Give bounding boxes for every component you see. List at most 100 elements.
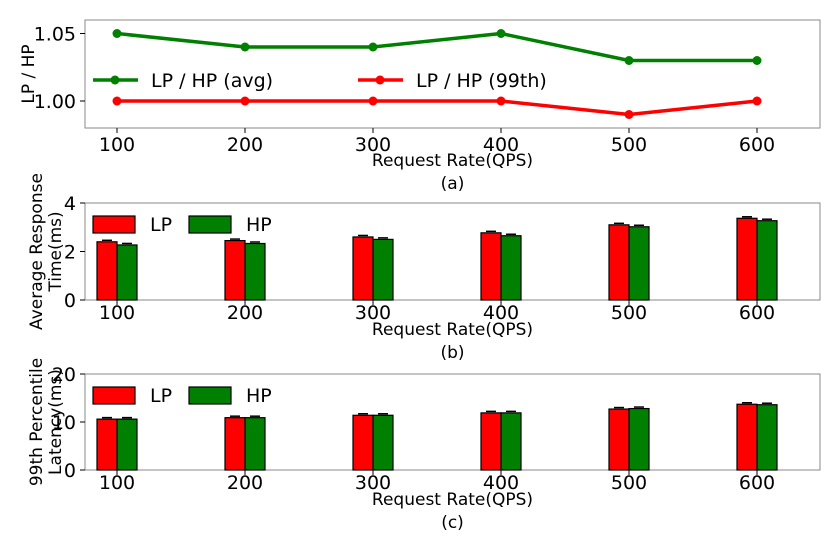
x-tick-label: 300 [355, 472, 391, 494]
data-point [112, 96, 122, 106]
y-axis-label: 99th PercentileLatency(ms) [27, 358, 66, 486]
x-tick-label: 400 [483, 302, 519, 324]
x-tick-label: 500 [611, 472, 647, 494]
legend-swatch-marker [110, 75, 120, 85]
legend-entry: HP [188, 214, 272, 236]
bar [352, 236, 374, 301]
data-point [112, 29, 122, 38]
y-axis-label-line: Latency(ms) [46, 369, 66, 475]
plot-frame [84, 19, 821, 129]
bar [480, 412, 502, 471]
bar [372, 238, 394, 301]
x-axis-label: Request Rate(QPS) [372, 320, 533, 340]
x-tick-label: 200 [227, 134, 263, 156]
x-axis-label: Request Rate(QPS) [372, 490, 533, 510]
legend-swatch [92, 386, 136, 405]
x-tick-label: 500 [611, 134, 647, 156]
data-point [624, 56, 634, 65]
y-tick-label: 4 [64, 193, 76, 215]
y-axis-label-line: 99th Percentile [27, 358, 47, 486]
y-axis-label-line: Average Response [27, 173, 47, 330]
data-point [752, 56, 762, 65]
bar [736, 217, 758, 301]
y-tick-label: 20 [52, 364, 76, 386]
bar [96, 241, 118, 301]
x-tick-label: 200 [227, 472, 263, 494]
data-point [368, 42, 378, 52]
x-tick-label: 400 [483, 134, 519, 156]
panel-caption: (b) [440, 343, 464, 363]
x-tick-label: 400 [483, 472, 519, 494]
panel-caption: (c) [441, 513, 464, 533]
bar [628, 407, 650, 471]
y-tick-label: 1.00 [34, 91, 76, 113]
panel-caption: (a) [441, 174, 465, 194]
bar [500, 412, 522, 471]
chart-panel-1: 0 2 4 100 200 300 400 500 600 Request Rate(QPS) (b… [27, 173, 821, 363]
bar [116, 244, 138, 301]
y-tick-label: 1.05 [34, 24, 76, 46]
y-tick-label: 2 [64, 242, 76, 264]
legend-label: HP [246, 385, 272, 407]
series-line [116, 31, 757, 63]
legend-label: HP [246, 214, 272, 236]
bar [608, 408, 630, 471]
x-tick-label: 500 [611, 302, 647, 324]
data-point [496, 96, 506, 106]
bar [480, 232, 502, 301]
bar [608, 224, 630, 301]
x-tick-label: 100 [99, 472, 135, 494]
legend-swatch [188, 215, 232, 234]
bar [628, 226, 650, 301]
data-point [624, 110, 634, 119]
legend-label: LP [150, 385, 172, 407]
x-axis-label: Request Rate(QPS) [372, 151, 533, 171]
legend-label: LP / HP (99th) [416, 70, 547, 92]
bar [224, 239, 246, 301]
x-tick-label: 600 [739, 472, 775, 494]
legend-entry: LP / HP (99th) [358, 70, 547, 92]
y-axis-label: LP / HP [19, 44, 39, 103]
data-point [368, 96, 378, 106]
bar [756, 404, 778, 471]
chart-panel-0: 1.00 1.05 100 200 300 400 500 600 Request Rate(Q… [19, 19, 821, 194]
x-tick-label: 300 [355, 134, 391, 156]
series-line [117, 99, 758, 117]
legend-swatch-marker [375, 75, 385, 85]
data-point [752, 96, 762, 106]
bar [352, 414, 374, 471]
data-point [496, 29, 506, 38]
bar [244, 417, 266, 471]
y-axis-label: Average ResponseTime(ms) [27, 173, 66, 330]
legend-label: LP / HP (avg) [151, 70, 273, 92]
x-tick-label: 200 [227, 302, 263, 324]
x-tick-label: 600 [739, 134, 775, 156]
legend-entry: HP [188, 385, 272, 407]
y-tick-label: 0 [64, 290, 76, 312]
bar [224, 417, 246, 471]
bar [736, 403, 758, 471]
bar [756, 220, 778, 301]
legend-entry: LP / HP (avg) [93, 70, 273, 92]
x-tick-label: 100 [99, 134, 135, 156]
x-tick-label: 600 [739, 302, 775, 324]
y-tick-label: 0 [64, 460, 76, 482]
bar [244, 242, 266, 301]
x-tick-label: 300 [355, 302, 391, 324]
bar [372, 414, 394, 471]
bar [116, 418, 138, 471]
y-axis-label-line: Time(ms) [46, 211, 66, 292]
x-tick-label: 100 [99, 302, 135, 324]
y-tick-label: 10 [52, 412, 76, 434]
data-point [240, 96, 250, 106]
legend-entry: LP [92, 214, 172, 236]
bar [500, 235, 522, 301]
legend-label: LP [150, 214, 172, 236]
legend-entry: LP [92, 385, 172, 407]
legend-swatch [92, 215, 136, 234]
bar [96, 418, 118, 471]
data-point [240, 42, 250, 52]
chart-panel-2: 0 10 20 100 200 300 400 500 600 Request Rate(QPS)… [27, 358, 821, 533]
legend-swatch [188, 386, 232, 405]
